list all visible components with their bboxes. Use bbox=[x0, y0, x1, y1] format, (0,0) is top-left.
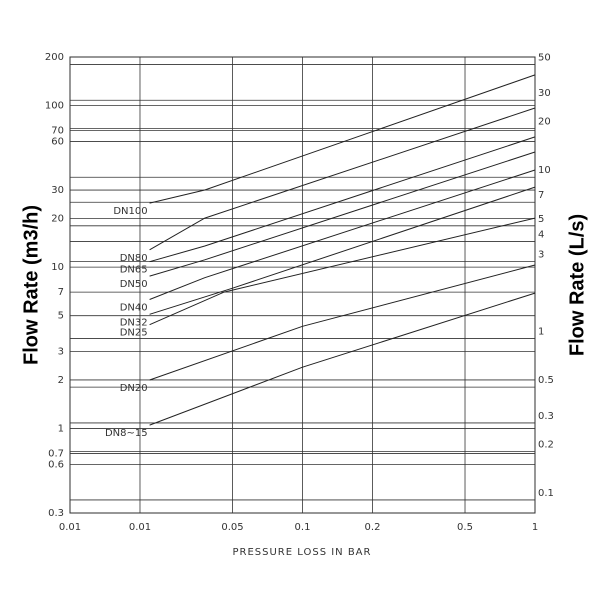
y-tick-label: 3 bbox=[58, 347, 64, 358]
x-tick-label: 0.01 bbox=[129, 522, 151, 533]
y2-tick-label: 4 bbox=[538, 229, 544, 240]
series-line bbox=[149, 292, 536, 426]
y-axis-title: Flow Rate (m3/h) bbox=[20, 205, 42, 365]
y-tick-label: 20 bbox=[51, 213, 64, 224]
x-tick-label: 0.05 bbox=[221, 522, 243, 533]
y2-tick-label: 50 bbox=[538, 52, 551, 63]
y-tick-label: 200 bbox=[45, 52, 64, 63]
x-tick-label: 1 bbox=[532, 522, 538, 533]
y2-tick-label: 10 bbox=[538, 165, 551, 176]
y2-tick-label: 0.2 bbox=[538, 439, 554, 450]
series-line bbox=[149, 169, 536, 300]
series-line bbox=[149, 217, 536, 326]
series-label: DN20 bbox=[120, 383, 148, 394]
series-label: DN80 bbox=[120, 253, 148, 264]
y2-axis-title: Flow Rate (L/s) bbox=[566, 214, 588, 356]
x-tick-label: 0.5 bbox=[457, 522, 473, 533]
y-tick-label: 2 bbox=[58, 375, 64, 386]
series-line bbox=[149, 107, 536, 251]
y2-tick-label: 5 bbox=[538, 214, 544, 225]
y2-tick-label: 0.5 bbox=[538, 375, 554, 386]
y-tick-label: 10 bbox=[51, 262, 64, 273]
y-tick-label: 7 bbox=[58, 287, 64, 298]
series-label: DN65 bbox=[120, 265, 148, 276]
y-tick-label: 0.7 bbox=[48, 449, 64, 460]
series-label: DN50 bbox=[120, 279, 148, 290]
y2-tick-label: 30 bbox=[538, 88, 551, 99]
x-axis-title: PRESSURE LOSS IN BAR bbox=[233, 547, 372, 558]
y-tick-label: 5 bbox=[58, 311, 64, 322]
series-line bbox=[149, 151, 536, 277]
series-line bbox=[149, 186, 536, 315]
x-tick-label: 0.01 bbox=[59, 522, 81, 533]
y2-tick-label: 0.3 bbox=[538, 411, 554, 422]
y-tick-label: 1 bbox=[58, 424, 64, 435]
y-tick-label: 0.3 bbox=[48, 508, 64, 519]
y2-tick-label: 0.1 bbox=[538, 488, 554, 499]
x-tick-label: 0.2 bbox=[365, 522, 381, 533]
series-line bbox=[149, 264, 536, 381]
series-label: DN100 bbox=[113, 206, 147, 217]
series-label: DN40 bbox=[120, 302, 148, 313]
y-tick-label: 100 bbox=[45, 101, 64, 112]
series-label: DN32 bbox=[120, 317, 148, 328]
y2-tick-label: 20 bbox=[538, 117, 551, 128]
series-label: DN8~15 bbox=[105, 428, 148, 439]
y2-tick-label: 3 bbox=[538, 250, 544, 261]
y-tick-label: 0.6 bbox=[48, 459, 64, 470]
y2-tick-label: 1 bbox=[538, 327, 544, 338]
y-tick-label: 60 bbox=[51, 136, 64, 147]
series-line bbox=[149, 74, 536, 204]
y-tick-label: 70 bbox=[51, 126, 64, 137]
y2-tick-label: 7 bbox=[538, 190, 544, 201]
x-tick-label: 0.1 bbox=[295, 522, 311, 533]
series-line bbox=[149, 136, 536, 263]
series-label: DN25 bbox=[120, 328, 148, 339]
y-tick-label: 30 bbox=[51, 185, 64, 196]
